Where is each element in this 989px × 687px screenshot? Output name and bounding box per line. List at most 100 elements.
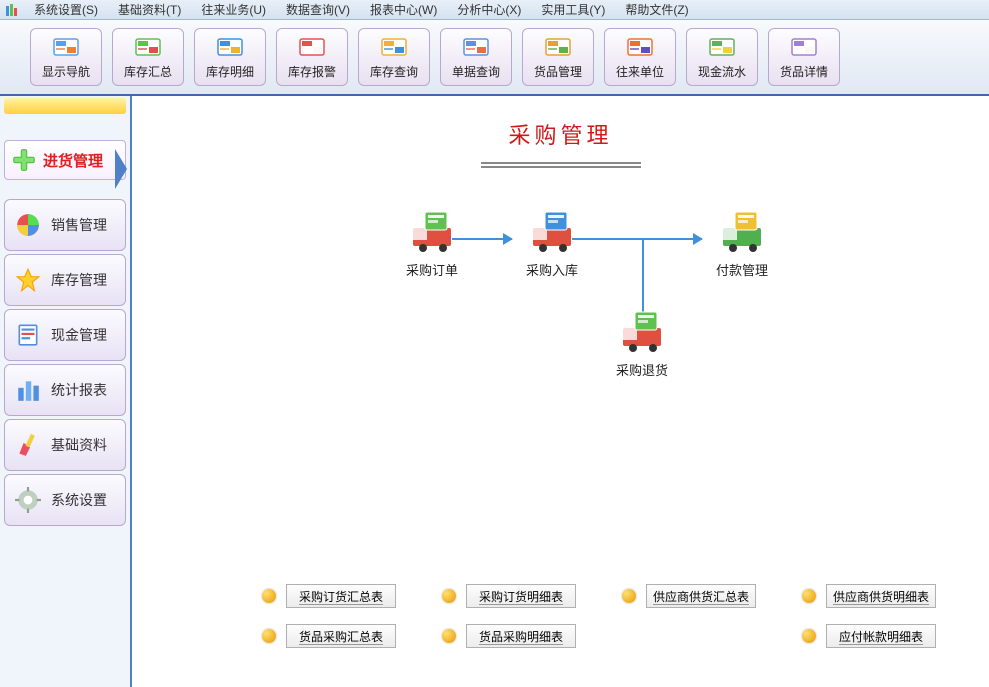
toolbar-icon-6 (544, 35, 572, 59)
flow-node-icon-3 (615, 308, 669, 354)
flow-node-1[interactable]: 采购入库 (502, 208, 602, 279)
report-item-4: 货品采购汇总表 (262, 616, 442, 656)
flow-node-label: 采购订单 (382, 260, 482, 279)
toolbar-btn-9[interactable]: 货品详情 (768, 28, 840, 86)
toolbar-icon-5 (462, 35, 490, 59)
flow-node-icon-1 (525, 208, 579, 254)
nav-icon-0 (15, 212, 41, 238)
toolbar: 显示导航 库存汇总 库存明细 库存报警 库存查询 (0, 20, 989, 96)
flow-node-icon-2 (715, 208, 769, 254)
menu-item-7[interactable]: 帮助文件(Z) (615, 0, 698, 20)
nav-btn-3[interactable]: 统计报表 (4, 364, 126, 416)
sidebar-active-tab[interactable]: 进货管理 (4, 140, 126, 180)
toolbar-btn-3[interactable]: 库存报警 (276, 28, 348, 86)
report-item-7: 应付帐款明细表 (802, 616, 982, 656)
sidebar-decor (4, 98, 126, 114)
menu-item-6[interactable]: 实用工具(Y) (531, 0, 615, 20)
nav-label: 基础资料 (51, 435, 107, 455)
toolbar-btn-1[interactable]: 库存汇总 (112, 28, 184, 86)
nav-label: 销售管理 (51, 215, 107, 235)
flow-node-label: 采购退货 (592, 360, 692, 379)
toolbar-icon-3 (298, 35, 326, 59)
toolbar-btn-4[interactable]: 库存查询 (358, 28, 430, 86)
menu-item-5[interactable]: 分析中心(X) (447, 0, 531, 20)
arrow-3 (642, 238, 644, 318)
nav-icon-3 (15, 377, 41, 403)
plus-icon (11, 147, 37, 173)
report-btn-0[interactable]: 采购订货汇总表 (286, 584, 396, 608)
toolbar-btn-label: 库存报警 (288, 63, 336, 80)
flow-node-2[interactable]: 付款管理 (692, 208, 792, 279)
toolbar-btn-label: 库存查询 (370, 63, 418, 80)
toolbar-btn-8[interactable]: 现金流水 (686, 28, 758, 86)
toolbar-btn-label: 货品详情 (780, 63, 828, 80)
toolbar-icon-7 (626, 35, 654, 59)
nav-btn-2[interactable]: 现金管理 (4, 309, 126, 361)
main-panel: 采购管理 采购订单 采购入库 (132, 96, 989, 687)
nav-btn-4[interactable]: 基础资料 (4, 419, 126, 471)
menu-item-0[interactable]: 系统设置(S) (24, 0, 108, 20)
toolbar-icon-9 (790, 35, 818, 59)
flow-diagram: 采购订单 采购入库 付款管理 采购退货 (132, 208, 989, 458)
menu-item-3[interactable]: 数据查询(V) (276, 0, 360, 20)
sidebar-active-label: 进货管理 (43, 150, 103, 171)
nav-btn-0[interactable]: 销售管理 (4, 199, 126, 251)
nav-label: 现金管理 (51, 325, 107, 345)
toolbar-btn-5[interactable]: 单据查询 (440, 28, 512, 86)
nav-label: 系统设置 (51, 490, 107, 510)
toolbar-btn-0[interactable]: 显示导航 (30, 28, 102, 86)
toolbar-btn-6[interactable]: 货品管理 (522, 28, 594, 86)
page-title: 采购管理 (132, 118, 989, 150)
nav-label: 统计报表 (51, 380, 107, 400)
bullet-icon (262, 629, 276, 643)
toolbar-icon-8 (708, 35, 736, 59)
toolbar-btn-label: 货品管理 (534, 63, 582, 80)
report-btn-4[interactable]: 货品采购汇总表 (286, 624, 396, 648)
report-item-3: 供应商供货明细表 (802, 576, 982, 616)
app-icon (4, 2, 20, 18)
flow-node-0[interactable]: 采购订单 (382, 208, 482, 279)
nav-btn-1[interactable]: 库存管理 (4, 254, 126, 306)
menu-item-1[interactable]: 基础资料(T) (108, 0, 191, 20)
nav-icon-5 (15, 487, 41, 513)
report-grid: 采购订货汇总表 采购订货明细表 供应商供货汇总表 供应商供货明细表 货品采购汇总… (262, 576, 982, 656)
bullet-icon (802, 629, 816, 643)
toolbar-btn-label: 现金流水 (698, 63, 746, 80)
toolbar-btn-label: 单据查询 (452, 63, 500, 80)
toolbar-icon-4 (380, 35, 408, 59)
flow-node-label: 付款管理 (692, 260, 792, 279)
toolbar-icon-0 (52, 35, 80, 59)
nav-icon-4 (15, 432, 41, 458)
bullet-icon (442, 629, 456, 643)
report-btn-5[interactable]: 货品采购明细表 (466, 624, 576, 648)
toolbar-icon-2 (216, 35, 244, 59)
bullet-icon (802, 589, 816, 603)
menubar: 系统设置(S)基础资料(T)往来业务(U)数据查询(V)报表中心(W)分析中心(… (0, 0, 989, 20)
report-item-2: 供应商供货汇总表 (622, 576, 802, 616)
menu-item-2[interactable]: 往来业务(U) (191, 0, 276, 20)
toolbar-btn-2[interactable]: 库存明细 (194, 28, 266, 86)
report-item-0: 采购订货汇总表 (262, 576, 442, 616)
title-underline (481, 162, 641, 168)
toolbar-btn-label: 库存明细 (206, 63, 254, 80)
flow-node-3[interactable]: 采购退货 (592, 308, 692, 379)
nav-label: 库存管理 (51, 270, 107, 290)
flow-node-icon-0 (405, 208, 459, 254)
report-item-6 (622, 616, 802, 656)
nav-icon-2 (15, 322, 41, 348)
bullet-icon (442, 589, 456, 603)
toolbar-btn-label: 库存汇总 (124, 63, 172, 80)
bullet-icon (622, 589, 636, 603)
report-btn-2[interactable]: 供应商供货汇总表 (646, 584, 756, 608)
menu-item-4[interactable]: 报表中心(W) (360, 0, 447, 20)
report-btn-3[interactable]: 供应商供货明细表 (826, 584, 936, 608)
toolbar-btn-7[interactable]: 往来单位 (604, 28, 676, 86)
report-btn-1[interactable]: 采购订货明细表 (466, 584, 576, 608)
sidebar: 进货管理 销售管理库存管理现金管理统计报表基础资料系统设置 (0, 96, 132, 687)
toolbar-icon-1 (134, 35, 162, 59)
nav-btn-5[interactable]: 系统设置 (4, 474, 126, 526)
nav-icon-1 (15, 267, 41, 293)
report-item-5: 货品采购明细表 (442, 616, 622, 656)
report-btn-7[interactable]: 应付帐款明细表 (826, 624, 936, 648)
report-item-1: 采购订货明细表 (442, 576, 622, 616)
